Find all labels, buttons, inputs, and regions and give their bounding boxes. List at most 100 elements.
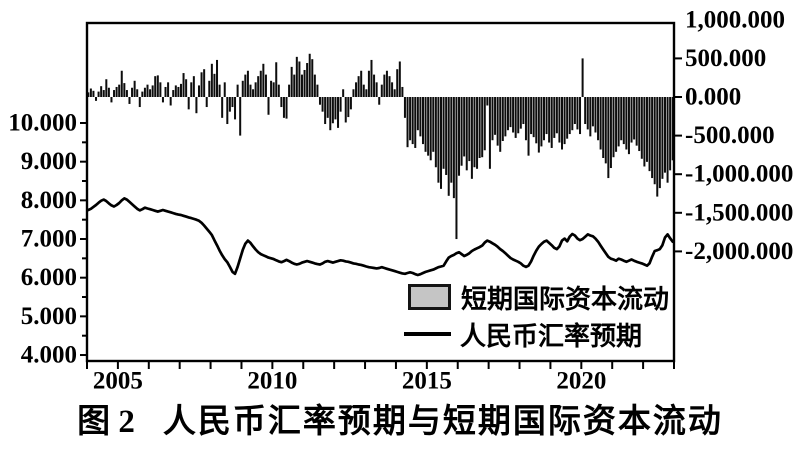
capital-flow-bar (298, 61, 301, 97)
capital-flow-bar (391, 82, 394, 97)
capital-flow-bar (597, 97, 600, 141)
left-axis-label: 8.000 (21, 187, 77, 214)
capital-flow-bar (308, 53, 311, 97)
capital-flow-bar (316, 84, 319, 97)
capital-flow-bar (653, 97, 656, 185)
capital-flow-bar (262, 63, 265, 97)
capital-flow-bar (473, 97, 476, 168)
capital-flow-bar (257, 76, 260, 97)
x-axis-label: 2015 (402, 368, 452, 395)
capital-flow-bar (187, 97, 190, 110)
figure-number: 图 2 (77, 404, 135, 440)
right-axis-label: -1,500.000 (685, 199, 793, 226)
capital-flow-bar (671, 97, 674, 161)
capital-flow-bar (638, 97, 641, 152)
right-axis-label: -500.000 (685, 122, 775, 149)
capital-flow-bar (223, 82, 226, 97)
capital-flow-bar (581, 58, 584, 97)
capital-flow-bar (143, 87, 146, 97)
capital-flow-bar (290, 66, 293, 97)
left-axis-label: 10.000 (8, 110, 77, 137)
capital-flow-bar (179, 83, 182, 97)
capital-flow-bar (571, 97, 574, 131)
capital-flow-bar (414, 97, 417, 148)
right-axis-label: 500.000 (685, 45, 766, 72)
capital-flow-bar (203, 69, 206, 97)
capital-flow-bar (633, 97, 636, 140)
capital-flow-bar (663, 97, 666, 173)
capital-flow-bar (447, 97, 450, 196)
capital-flow-bar (630, 97, 633, 143)
capital-flow-bar (182, 73, 185, 97)
capital-flow-bar (542, 97, 545, 141)
capital-flow-bar (481, 97, 484, 158)
right-axis-label: 1,000.000 (685, 6, 785, 33)
capital-flow-bar (313, 74, 316, 97)
capital-flow-bar (136, 89, 139, 97)
capital-flow-bar (509, 97, 512, 128)
capital-flow-bar (470, 97, 473, 179)
capital-flow-bar (375, 82, 378, 97)
capital-flow-bar (138, 97, 141, 108)
capital-flow-bar (252, 89, 255, 97)
capital-flow-bar (607, 97, 610, 179)
capital-flow-bar (156, 75, 159, 97)
capital-flow-bar (566, 97, 569, 139)
capital-flow-bar (455, 97, 458, 240)
capital-flow-bar (486, 97, 489, 106)
capital-flow-bar (118, 84, 121, 97)
capital-flow-bar (450, 97, 453, 183)
x-axis-label: 2020 (556, 368, 606, 395)
capital-flow-bar (167, 82, 170, 97)
capital-flow-bar (318, 97, 321, 105)
capital-flow-bar (421, 97, 424, 145)
plot-border (85, 21, 676, 363)
capital-flow-bar (416, 97, 419, 131)
capital-flow-bar (499, 97, 502, 152)
capital-flow-bar (339, 97, 342, 112)
capital-flow-bar (352, 89, 355, 97)
capital-flow-bar (92, 90, 95, 97)
capital-flow-bar (478, 97, 481, 158)
exchange-rate-line (86, 197, 675, 277)
capital-flow-bar (517, 97, 520, 134)
capital-flow-bar (349, 97, 352, 110)
capital-flow-bar (396, 69, 399, 97)
capital-flow-bar (424, 97, 427, 152)
capital-flow-bar (579, 97, 582, 135)
capital-flow-bar (409, 97, 412, 141)
capital-flow-bar (172, 90, 175, 97)
capital-flow-bar (537, 97, 540, 153)
capital-flow-bar (622, 97, 625, 145)
capital-flow-bar (548, 97, 551, 143)
capital-flow-bar (102, 90, 105, 97)
capital-flow-bar (442, 97, 445, 169)
capital-flow-bar (378, 97, 381, 105)
capital-flow-bar (388, 76, 391, 97)
capital-flow-bar (334, 97, 337, 120)
capital-flow-bar (427, 97, 430, 156)
capital-flow-bar (666, 97, 669, 183)
capital-flow-bar (100, 86, 103, 97)
capital-flow-bar (452, 97, 455, 199)
capital-flow-bar (288, 84, 291, 97)
capital-flow-bar (568, 97, 571, 135)
capital-flow-bar (545, 97, 548, 135)
capital-flow-bar (458, 97, 461, 176)
capital-flow-bar (95, 97, 98, 101)
capital-flow-bar (524, 97, 527, 141)
capital-flow-bar (437, 97, 440, 183)
left-axis-label: 9.000 (21, 148, 77, 175)
capital-flow-bar (589, 97, 592, 137)
capital-flow-bar (285, 97, 288, 119)
capital-flow-bar (432, 97, 435, 152)
capital-flow-bar (553, 97, 556, 138)
capital-flow-bar (280, 97, 283, 108)
capital-flow-bar (555, 97, 558, 134)
capital-flow-bar (337, 97, 340, 128)
capital-flow-bar (177, 86, 180, 97)
capital-flow-bar (131, 87, 134, 97)
capital-flow-bar (599, 97, 602, 150)
